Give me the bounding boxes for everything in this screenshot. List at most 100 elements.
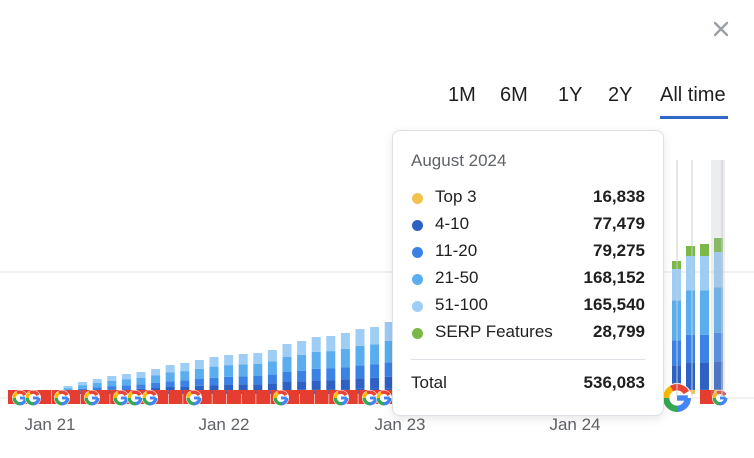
chart-bar-segment [297,354,307,371]
chart-bar-segment [686,334,695,363]
chart-bar-segment [700,290,709,335]
google-update-icon[interactable] [127,390,143,406]
chart-bar-segment [267,383,277,391]
close-icon[interactable] [708,16,734,42]
google-update-icon[interactable] [273,390,289,406]
chart-bar-segment [78,382,88,386]
tooltip-row: 11-20 79,275 [411,241,645,263]
range-tab-1m[interactable]: 1M [448,84,476,106]
tooltip-row-value: 79,275 [593,241,645,260]
tooltip-total-value: 536,083 [583,373,645,392]
legend-dot-icon [412,193,423,204]
chart-bar-segment [326,351,336,369]
chart-bar-segment [267,361,277,375]
google-update-icon[interactable] [54,390,70,406]
tooltip-total-label: Total [411,373,447,392]
tooltip-row-value: 16,838 [593,187,645,206]
chart-bar-segment [151,369,161,376]
chart-bar-segment [267,350,277,362]
google-update-icon[interactable] [662,383,692,413]
chart-bar-segment [238,384,248,391]
chart-bar-segment [355,365,365,379]
x-axis-tick-label: Jan 22 [198,415,249,434]
hover-highlight [711,160,725,396]
chart-bar-segment [253,353,263,364]
google-update-flag[interactable] [227,390,241,404]
chart-tooltip: August 2024 Top 3 16,838 4-10 77,479 11-20 79… [392,130,664,416]
chart-bar-segment [121,379,131,386]
chart-bar-segment [136,377,146,385]
chart-bar-segment [165,372,175,382]
google-update-icon[interactable] [12,390,28,406]
tooltip-row-value: 28,799 [593,322,645,341]
google-update-flag[interactable] [314,390,329,404]
google-update-flag[interactable] [37,390,52,404]
chart-bar-segment [194,368,204,379]
range-tab-1y[interactable]: 1Y [558,84,583,106]
chart-bar-segment [267,374,277,384]
google-update-flag[interactable] [285,390,300,404]
chart-bar-segment [92,379,102,383]
chart-bar-segment [700,244,709,256]
chart-bar-segment [253,376,263,385]
chart-bar-segment [165,365,175,373]
tooltip-month: August 2024 [411,151,507,170]
range-tab-all-time[interactable]: All time [660,84,728,119]
google-update-flag[interactable] [256,390,271,404]
chart-bar-segment [326,336,336,352]
chart-bar-segment [384,362,394,377]
google-update-icon[interactable] [113,390,129,406]
google-update-icon[interactable] [376,390,392,406]
google-update-icon[interactable] [333,390,349,406]
google-update-icon[interactable] [712,390,728,406]
chart-bar-segment [107,376,117,381]
chart-bar-segment [686,256,695,291]
legend-dot-icon [412,301,423,312]
google-update-icon[interactable] [25,390,41,406]
google-update-icon[interactable] [142,390,158,406]
chart-bar-segment [224,384,234,391]
chart-bar-segment [340,348,350,368]
chart-bar-segment [355,329,365,346]
tooltip-row: 51-100 165,540 [411,295,645,317]
range-tab-2y[interactable]: 2Y [608,84,633,106]
chart-bar-segment [355,345,365,366]
chart-bar-segment [714,332,723,362]
chart-bar-segment [165,381,175,387]
chart-bar-segment [714,287,723,333]
chart-bar-segment [282,344,292,357]
tooltip-row-label: Top 3 [435,187,477,206]
chart-bar-segment [238,354,248,365]
tooltip-row-value: 77,479 [593,214,645,233]
chart-bar-segment [180,386,190,392]
tooltip-row-label: SERP Features [435,322,553,341]
chart-bar-segment [63,386,73,389]
tooltip-row-value: 168,152 [583,268,645,287]
chart-bar-segment [384,376,394,389]
chart-bar-segment [253,363,263,376]
x-axis-tick-label: Jan 23 [374,415,425,434]
chart-bar-segment [370,327,380,345]
google-update-icon[interactable] [84,390,100,406]
chart-bar-segment [180,380,190,387]
google-update-icon[interactable] [186,390,202,406]
google-update-flag[interactable] [241,390,256,404]
google-update-flag[interactable] [700,390,714,404]
chart-bar-segment [340,333,350,349]
google-update-flag[interactable] [168,390,183,404]
chart-bar-segment [165,387,175,392]
chart-bar-segment [686,246,695,256]
chart-bar-segment [384,340,394,363]
chart-bar-segment [714,361,723,390]
chart-bar-segment [151,383,161,388]
x-axis-tick-label: Jan 24 [549,415,600,434]
range-tab-6m[interactable]: 6M [500,84,528,106]
chart-bar-segment [384,322,394,341]
google-update-flag[interactable] [300,390,314,404]
chart-bar-segment [340,367,350,380]
google-update-flag[interactable] [66,390,81,404]
tooltip-row: 4-10 77,479 [411,214,645,236]
google-update-flag[interactable] [212,390,227,404]
chart-bar-segment [209,377,219,386]
google-update-icon[interactable] [362,390,378,406]
